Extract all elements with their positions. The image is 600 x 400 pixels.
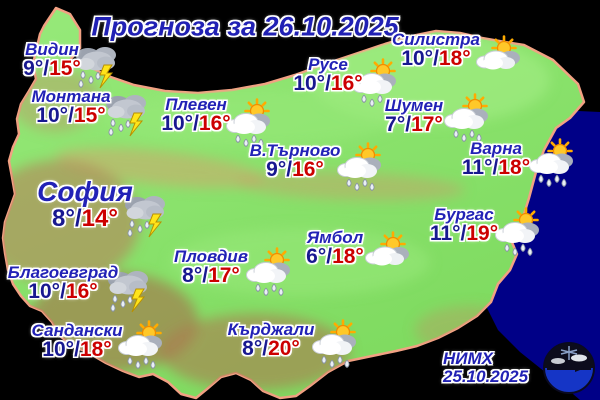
city-label: В.Търново xyxy=(249,141,341,160)
city-temps: 7°/17° xyxy=(385,113,443,137)
city-label: Русе xyxy=(308,55,348,74)
city-group: Силистра 10°/18° xyxy=(392,31,480,70)
city-label: Пловдив xyxy=(174,247,248,266)
city-temps: 10°/16° xyxy=(161,112,231,136)
city-temps: 6°/18° xyxy=(306,245,364,269)
page-title: Прогноза за 26.10.2025 xyxy=(91,11,399,42)
city-temps: 10°/16° xyxy=(28,280,98,304)
city-group: Варна 11°/18° xyxy=(462,140,530,179)
credit-date: 25.10.2025 xyxy=(443,367,529,387)
city-label: Плевен xyxy=(165,95,227,114)
city-temps: 10°/18° xyxy=(401,47,471,71)
city-label: Шумен xyxy=(384,96,444,115)
city-group: Монтана 10°/15° xyxy=(31,88,110,127)
city-group: Бургас 11°/19° xyxy=(430,206,498,245)
city-group: Сандански 10°/18° xyxy=(31,322,122,361)
city-temps: 8°/17° xyxy=(182,264,240,288)
city-label: Благоевград xyxy=(7,263,119,282)
city-label: Кърджали xyxy=(227,320,315,339)
city-group: Благоевград 10°/16° xyxy=(8,264,118,303)
city-label: Видин xyxy=(25,40,79,59)
credit-block: НИМХ 25.10.2025 xyxy=(443,349,529,387)
city-group: Видин 9°/15° xyxy=(23,41,81,80)
city-label: Варна xyxy=(470,139,522,158)
city-label: Силистра xyxy=(391,30,481,49)
nimh-logo xyxy=(543,342,595,394)
city-group: Плевен 10°/16° xyxy=(161,96,230,135)
city-temps: 8°/14° xyxy=(52,204,118,232)
city-group: Кърджали 8°/20° xyxy=(228,321,315,360)
city-group: Шумен 7°/17° xyxy=(385,97,443,136)
city-temps: 10°/16° xyxy=(293,72,363,96)
city-label: Монтана xyxy=(31,87,111,106)
city-group: Пловдив 8°/17° xyxy=(174,248,248,287)
city-label: Ямбол xyxy=(306,228,364,247)
city-group: Русе 10°/16° xyxy=(293,56,362,95)
city-label: Бургас xyxy=(434,205,494,224)
city-label: Сандански xyxy=(31,321,123,340)
credit-org: НИМХ xyxy=(443,349,494,368)
city-temps: 11°/19° xyxy=(429,222,499,246)
city-group: В.Търново 9°/16° xyxy=(250,142,341,181)
city-temps: 9°/16° xyxy=(266,158,324,182)
city-temps: 8°/20° xyxy=(242,337,300,361)
city-temps: 10°/18° xyxy=(42,338,112,362)
city-group: Ямбол 6°/18° xyxy=(306,229,364,268)
city-label: София xyxy=(37,176,133,207)
city-temps: 11°/18° xyxy=(461,156,531,180)
city-group: София 8°/14° xyxy=(37,176,133,232)
city-temps: 9°/15° xyxy=(23,57,81,81)
city-temps: 10°/15° xyxy=(36,104,106,128)
